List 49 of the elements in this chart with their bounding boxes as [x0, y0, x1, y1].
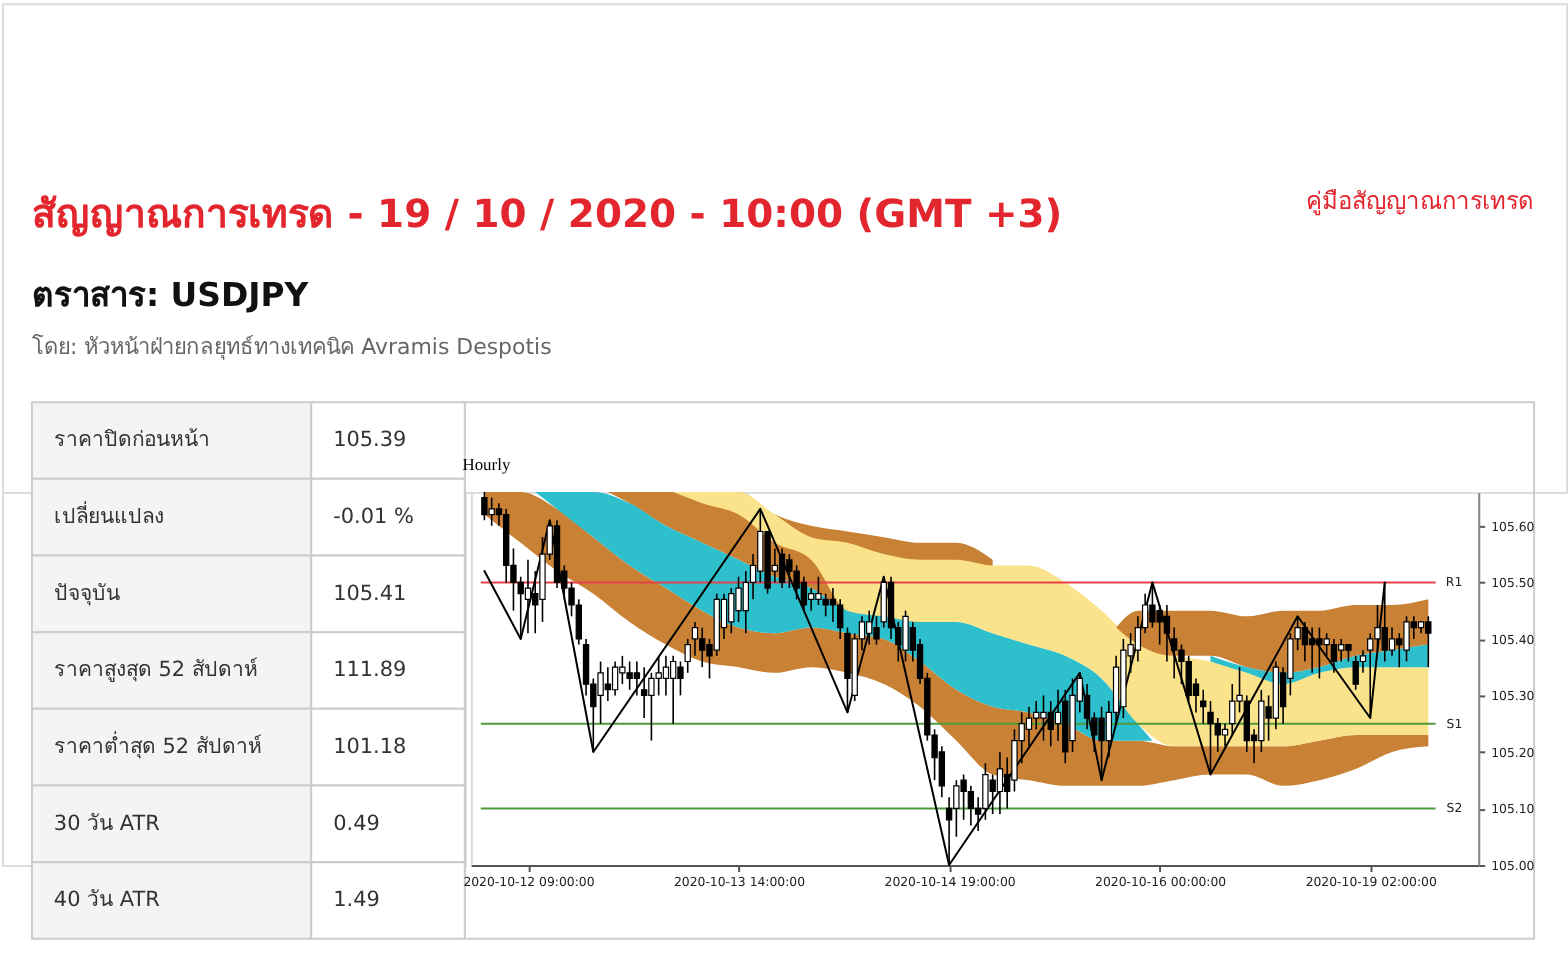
candlestick: [902, 609, 909, 663]
candlestick: [967, 785, 975, 827]
candlestick: [1308, 626, 1316, 674]
candlestick: [662, 655, 670, 697]
candlestick: [1316, 626, 1323, 680]
candlestick: [488, 496, 495, 527]
text: 1.49: [333, 888, 380, 913]
text: 111.89: [333, 658, 407, 683]
text: 105.41: [333, 581, 407, 606]
text: 101.18: [333, 735, 407, 760]
candlestick: [611, 660, 619, 697]
candlestick: [1214, 717, 1221, 753]
category-label: ราคาสูงสุด 52 สัปดาห์: [53, 656, 258, 683]
candlestick: [619, 655, 626, 685]
category-label: ราคาต่ำสุด 52 สัปดาห์: [53, 731, 262, 760]
text: -0.01 %: [333, 505, 414, 530]
category-label: 40 วัน ATR: [53, 888, 160, 913]
chart-title: Hourly: [462, 454, 512, 475]
text: 0.49: [333, 811, 380, 836]
text: ตราสาร: USDJPY: [31, 276, 311, 315]
candlestick: [778, 547, 786, 589]
candlestick: [699, 626, 706, 668]
candlestick: [604, 666, 612, 702]
candlestick: [524, 558, 532, 635]
candlestick: [481, 491, 488, 522]
candlestick: [866, 609, 873, 646]
candlestick: [996, 751, 1004, 815]
category-label: ราคาปิดก่อนหน้า: [53, 428, 210, 453]
candlestick: [626, 660, 633, 691]
candlestick: [669, 655, 677, 725]
text: สัญญาณการเทรด - 19 / 10 / 2020 - 10:00 (GMT +3): [31, 190, 1063, 237]
candlestick: [1367, 632, 1374, 719]
text: 105.39: [333, 428, 407, 453]
candlestick: [1330, 638, 1338, 674]
candlestick: [1040, 694, 1047, 742]
candlestick: [1425, 615, 1432, 668]
candlestick: [989, 773, 996, 815]
candlestick: [1352, 655, 1359, 691]
text: โดย: หัวหน้าฝ่ายกลยุทธ์ทางเทคนิค Avramis Despotis: [31, 334, 553, 361]
text: คู่มือสัญญาณการเทรด: [1306, 186, 1535, 217]
candlestick: [1403, 615, 1410, 663]
candlestick: [807, 587, 815, 612]
candlestick: [640, 666, 648, 719]
category-label: 30 วัน ATR: [53, 811, 160, 836]
candlestick: [1338, 638, 1345, 663]
candlestick: [800, 575, 808, 612]
category-label: ปัจจุบัน: [53, 581, 120, 606]
category-label: เปลี่ยนแปลง: [53, 501, 164, 530]
candlestick: [1098, 705, 1105, 782]
